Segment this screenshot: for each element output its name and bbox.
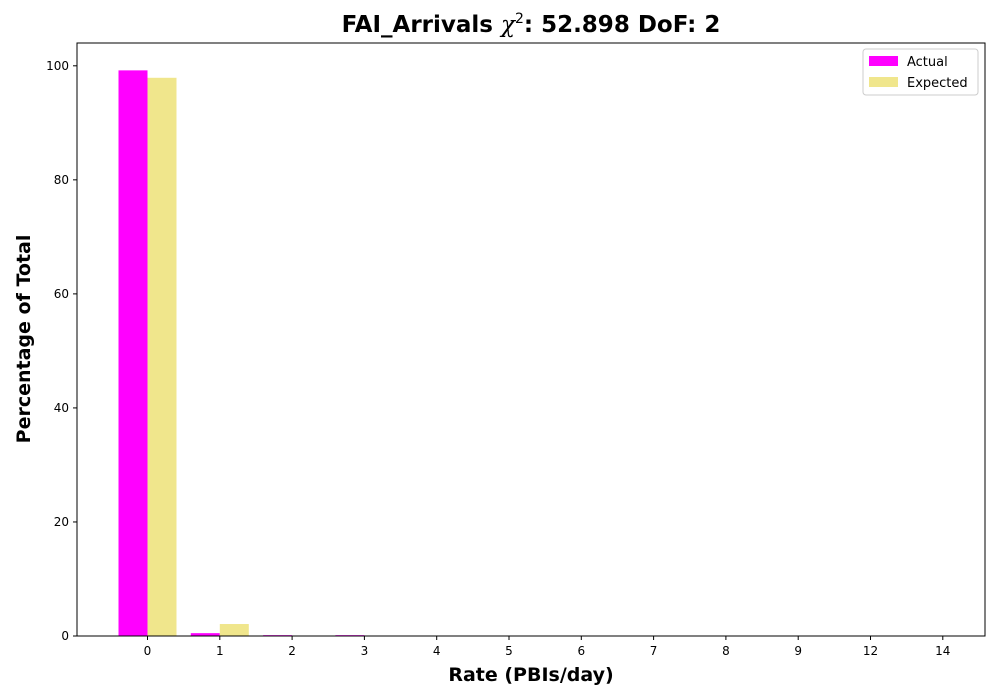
y-tick-label: 100	[46, 59, 69, 73]
bar-expected-0	[147, 77, 177, 636]
legend-swatch-actual	[869, 56, 898, 66]
x-tick-label: 8	[722, 644, 730, 658]
bar-actual-0	[118, 70, 148, 636]
y-tick-label: 80	[54, 173, 69, 187]
legend-label-actual: Actual	[907, 55, 948, 70]
bar-expected-1	[219, 624, 249, 636]
x-tick-label: 12	[863, 644, 878, 658]
y-tick-label: 0	[61, 629, 69, 643]
y-tick-label: 20	[54, 515, 69, 529]
x-tick-label: 1	[216, 644, 224, 658]
x-axis: 0 1 2 3 4 5 6 7 8 9 12 14	[144, 636, 950, 658]
x-tick-label: 14	[935, 644, 950, 658]
y-tick-label: 60	[54, 287, 69, 301]
x-tick-label: 3	[361, 644, 369, 658]
x-tick-label: 2	[288, 644, 296, 658]
chart-title: FAI_Arrivals χ2: 52.898 DoF: 2	[342, 11, 721, 38]
y-tick-label: 40	[54, 401, 69, 415]
plot-frame	[76, 42, 986, 637]
y-axis: 0 20 40 60 80 100	[46, 59, 77, 643]
legend-label-expected: Expected	[907, 76, 968, 91]
x-tick-label: 5	[505, 644, 513, 658]
x-tick-label: 9	[794, 644, 802, 658]
x-tick-label: 7	[650, 644, 658, 658]
x-tick-label: 6	[577, 644, 585, 658]
legend-swatch-expected	[869, 77, 898, 87]
x-axis-title: Rate (PBIs/day)	[448, 664, 613, 686]
bar-actual-1	[190, 633, 220, 636]
x-tick-label: 0	[144, 644, 152, 658]
x-tick-label: 4	[433, 644, 441, 658]
legend: Actual Expected	[862, 48, 979, 96]
y-axis-title: Percentage of Total	[13, 235, 35, 444]
